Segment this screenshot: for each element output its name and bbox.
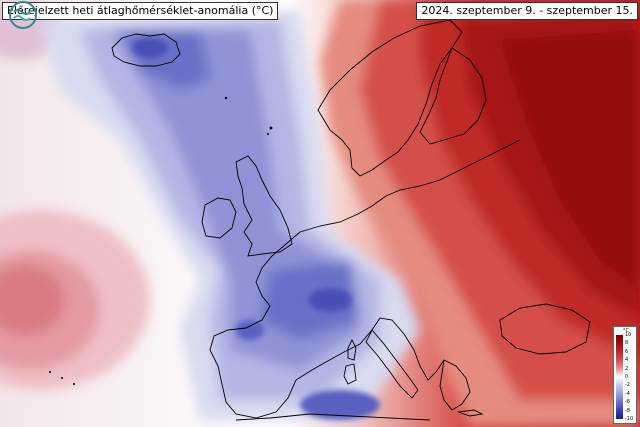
legend-tick-label: 8 bbox=[625, 340, 629, 347]
italy-coast bbox=[365, 329, 419, 399]
coastlines bbox=[111, 19, 591, 421]
legend-tick-label: -6 bbox=[625, 399, 630, 406]
black-sea-coast bbox=[499, 303, 591, 355]
eastern-warm-anomaly bbox=[320, 0, 640, 427]
crete-coast bbox=[457, 409, 484, 417]
iceland-coast bbox=[111, 33, 181, 67]
great-britain-coast bbox=[235, 155, 293, 257]
forecast-period: 2024. szeptember 9. - szeptember 15. bbox=[416, 2, 638, 20]
cold-cores bbox=[132, 38, 380, 420]
color-legend: °C 10 8 6 4 2 0 -2 -4 -6 -8 -10 bbox=[613, 326, 637, 424]
legend-tick-label: -2 bbox=[625, 382, 630, 389]
legend-tick-label: -10 bbox=[625, 416, 634, 422]
islands bbox=[49, 96, 273, 385]
finland-coast bbox=[419, 47, 487, 145]
legend-tick-label: 2 bbox=[625, 365, 629, 372]
north-africa-coast bbox=[235, 413, 431, 421]
atlantic-warm-anomaly bbox=[0, 0, 150, 390]
legend-tick-label: -4 bbox=[625, 390, 630, 397]
balkans-coast bbox=[439, 359, 471, 411]
legend-tick-label: 4 bbox=[625, 357, 629, 364]
ireland-coast bbox=[201, 197, 237, 239]
wave-logo-icon bbox=[9, 1, 37, 29]
legend-color-bar bbox=[616, 335, 623, 419]
legend-tick-label: 0 bbox=[625, 374, 629, 380]
corsica-coast bbox=[347, 338, 357, 361]
western-cold-anomaly bbox=[40, 10, 420, 420]
scandinavia-coast bbox=[317, 19, 463, 177]
west-europe-coast bbox=[209, 231, 301, 419]
mediterranean-coast bbox=[295, 317, 445, 381]
north-europe-coast bbox=[299, 139, 521, 233]
map-title: Előrejelzett heti átlaghőmérséklet-anomá… bbox=[2, 2, 279, 20]
legend-unit: °C bbox=[623, 328, 629, 334]
legend-tick-label: 6 bbox=[625, 348, 629, 355]
legend-tick-label: 10 bbox=[625, 332, 632, 338]
legend-tick-label: -8 bbox=[625, 407, 630, 414]
sardinia-coast bbox=[343, 363, 357, 385]
